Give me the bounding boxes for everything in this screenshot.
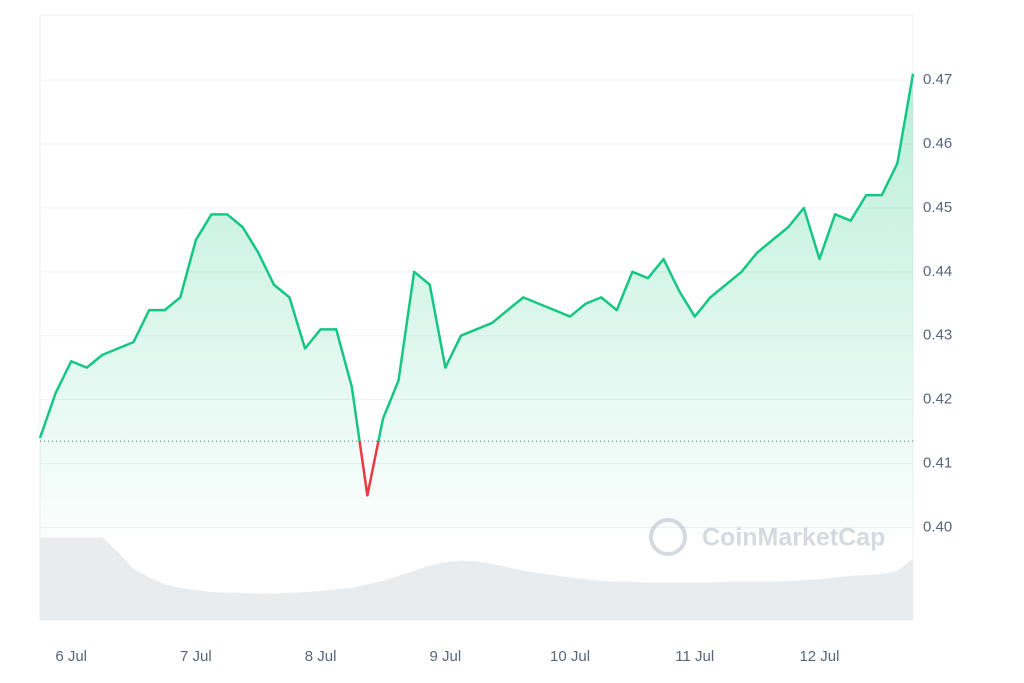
y-tick-label: 0.44 <box>923 263 952 280</box>
y-tick-label: 0.43 <box>923 327 952 344</box>
x-tick-label: 7 Jul <box>180 648 212 665</box>
y-tick-label: 0.42 <box>923 391 952 408</box>
x-tick-label: 6 Jul <box>55 648 87 665</box>
x-tick-label: 12 Jul <box>799 648 839 665</box>
y-tick-label: 0.40 <box>923 518 952 535</box>
x-tick-label: 11 Jul <box>675 648 714 665</box>
price-line <box>38 73 915 497</box>
y-tick-label: 0.46 <box>923 135 952 152</box>
y-tick-label: 0.47 <box>923 71 952 88</box>
price-area <box>40 73 913 535</box>
watermark-logo <box>649 518 687 556</box>
volume-area <box>40 537 913 620</box>
x-tick-label: 9 Jul <box>429 648 461 665</box>
x-tick-label: 10 Jul <box>550 648 590 665</box>
y-tick-label: 0.41 <box>923 454 952 471</box>
y-tick-label: 0.45 <box>923 199 952 216</box>
x-tick-label: 8 Jul <box>305 648 337 665</box>
watermark: CoinMarketCap <box>649 518 885 556</box>
watermark-text: CoinMarketCap <box>702 524 885 552</box>
